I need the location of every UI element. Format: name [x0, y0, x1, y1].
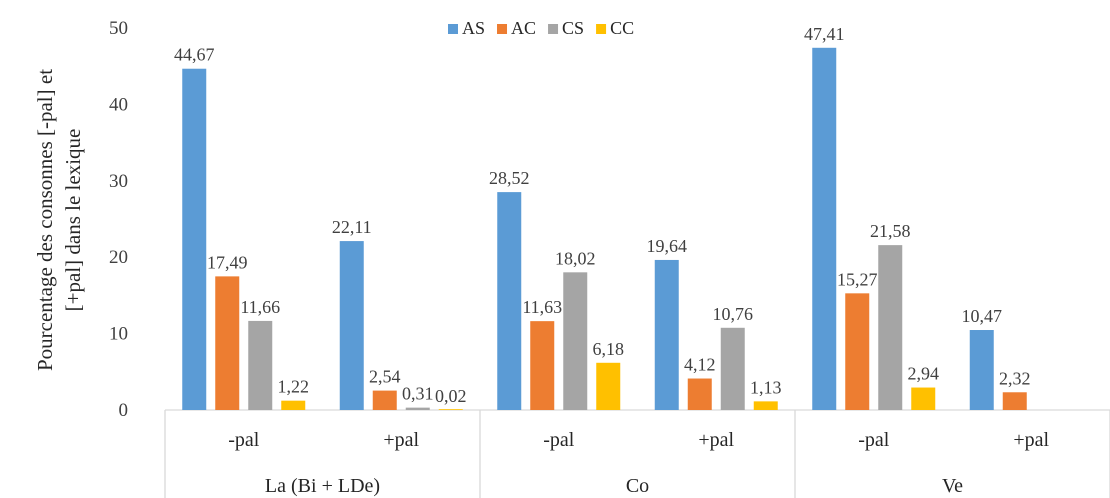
bar-ac: [687, 378, 712, 410]
bar-ac: [1002, 392, 1027, 410]
data-label: 0,02: [435, 386, 467, 406]
y-axis-title-line: Pourcentage des consonnes [-pal] et: [33, 69, 57, 371]
x-category-label: -pal: [543, 429, 575, 451]
legend-label: CS: [562, 18, 584, 38]
data-label: 6,18: [593, 339, 625, 359]
x-category-label: +pal: [383, 429, 419, 451]
x-group-label: Co: [626, 475, 649, 497]
bar-ac: [845, 293, 870, 410]
legend-item-as: AS: [448, 18, 485, 38]
data-label: 1,22: [278, 377, 310, 397]
bar-cs: [563, 272, 588, 410]
y-axis-title: Pourcentage des consonnes [-pal] et [+pal…: [33, 69, 85, 371]
data-label: 18,02: [555, 248, 596, 268]
x-category-label: -pal: [228, 429, 260, 451]
legend-swatch: [548, 24, 559, 34]
legend-label: CC: [610, 18, 634, 38]
data-label: 17,49: [207, 252, 248, 272]
legend-swatch: [448, 24, 458, 34]
data-label: 19,64: [647, 236, 688, 256]
y-tick-label: 30: [109, 171, 128, 192]
legend-swatch: [596, 24, 607, 34]
data-label: 11,63: [522, 297, 562, 317]
data-label: 15,27: [837, 269, 878, 289]
legend-label: AC: [511, 18, 536, 38]
data-label: 1,13: [750, 377, 782, 397]
legend: AS AC CS CC: [448, 18, 634, 38]
data-label: 28,52: [489, 168, 530, 188]
x-group-label: La (Bi + LDe): [265, 475, 380, 497]
bars: [182, 47, 1027, 411]
bar-cc: [281, 400, 306, 410]
bar-as: [969, 330, 994, 410]
data-label: 2,32: [999, 368, 1031, 388]
data-label: 10,76: [713, 304, 754, 324]
x-category-label: -pal: [858, 429, 890, 451]
legend-item-cs: CS: [548, 18, 584, 38]
data-label: 2,54: [369, 367, 401, 387]
bar-ac: [530, 321, 555, 410]
bar-cc: [753, 401, 778, 410]
data-label: 44,67: [174, 45, 215, 65]
data-label: 47,41: [804, 24, 845, 44]
y-tick-label: 40: [109, 94, 128, 115]
legend-item-cc: CC: [596, 18, 634, 38]
data-label: 10,47: [962, 306, 1003, 326]
bar-as: [812, 47, 837, 411]
data-label: 21,58: [870, 221, 911, 241]
legend-swatch: [497, 24, 508, 34]
bar-cs: [878, 245, 903, 410]
bar-cc: [596, 362, 621, 410]
bar-ac: [372, 390, 397, 410]
bar-cc: [911, 387, 936, 410]
data-label: 4,12: [684, 355, 716, 375]
y-axis-title-line: [+pal] dans le lexique: [61, 129, 85, 312]
x-axis-categories: -pal +pal -pal +pal -pal +pal La (Bi + LDe) Co V…: [228, 429, 1049, 497]
y-axis-ticks: 0 10 20 30 40 50: [109, 18, 128, 421]
data-label: 11,66: [240, 297, 280, 317]
x-category-label: +pal: [1013, 429, 1049, 451]
y-tick-label: 0: [119, 400, 129, 421]
y-tick-label: 50: [109, 18, 128, 39]
x-axis: [164, 409, 1110, 498]
legend-label: AS: [462, 18, 485, 38]
data-labels: 44,67 17,49 11,66 1,22 22,11 2,540,31 0,02 28,5…: [174, 24, 1031, 406]
bar-cc: [438, 409, 463, 410]
bar-as: [654, 259, 679, 410]
y-tick-label: 20: [109, 247, 128, 268]
legend-item-ac: AC: [497, 18, 536, 38]
bar-cs: [720, 327, 745, 410]
bar-cs: [248, 320, 273, 410]
bar-cs: [405, 407, 430, 410]
data-label: 2,94: [908, 364, 940, 384]
x-category-label: +pal: [698, 429, 734, 451]
x-group-label: Ve: [942, 475, 963, 497]
y-tick-label: 10: [109, 324, 128, 345]
data-label: 0,31: [402, 384, 434, 404]
bar-as: [182, 68, 207, 411]
bar-as: [339, 241, 364, 410]
bar-ac: [215, 276, 240, 410]
bar-as: [497, 192, 522, 410]
data-label: 22,11: [332, 217, 372, 237]
